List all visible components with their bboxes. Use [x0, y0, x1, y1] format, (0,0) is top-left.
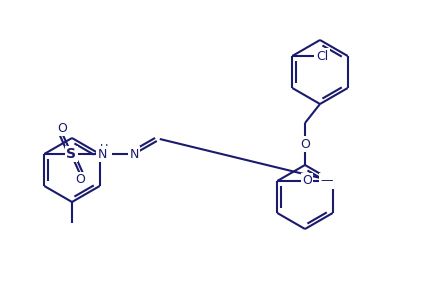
Text: N: N — [98, 148, 107, 160]
Text: S: S — [66, 147, 76, 161]
Text: O: O — [300, 137, 310, 150]
Text: O: O — [57, 122, 67, 135]
Text: O: O — [76, 173, 85, 186]
Text: —: — — [320, 174, 333, 187]
Text: N: N — [130, 148, 139, 160]
Text: Cl: Cl — [316, 49, 329, 63]
Text: H: H — [100, 144, 109, 154]
Text: O: O — [302, 174, 312, 187]
